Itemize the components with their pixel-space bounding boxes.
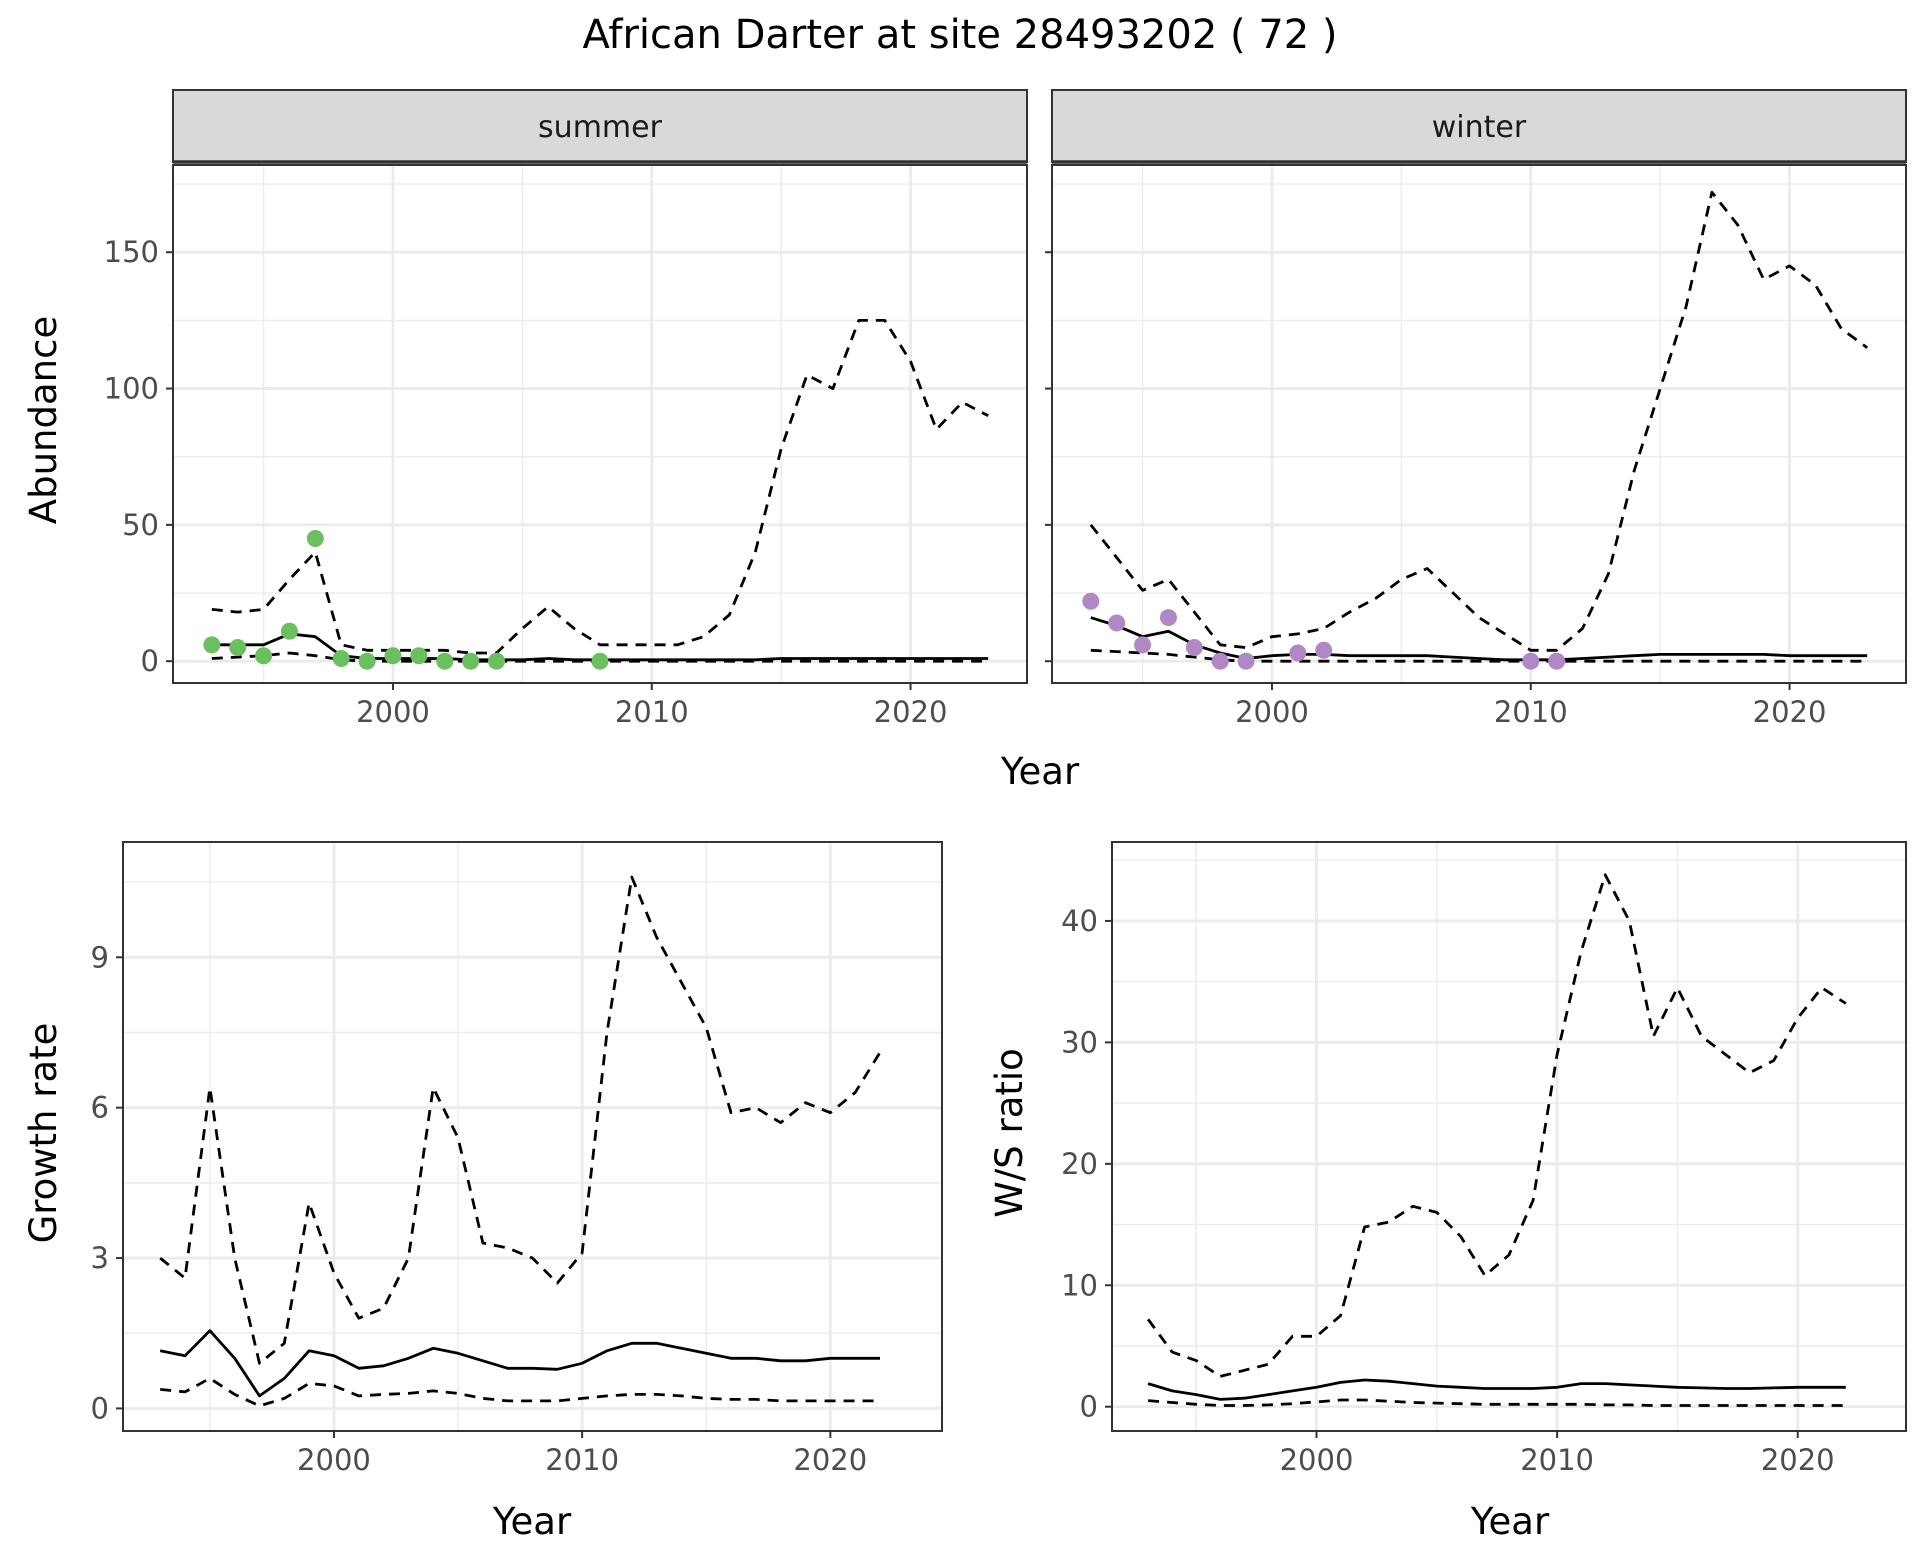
data-point	[1548, 652, 1566, 670]
data-point	[280, 622, 298, 640]
panel-border	[122, 841, 943, 1432]
data-point	[1315, 641, 1333, 659]
data-point	[591, 652, 609, 670]
plot-area	[173, 165, 1027, 683]
panel-border	[172, 164, 1028, 684]
data-point	[332, 649, 350, 667]
growth-ylabel: Growth rate	[22, 1023, 65, 1244]
x-tick-label: 2010	[615, 695, 689, 729]
x-tick-label: 2020	[1761, 1443, 1835, 1477]
data-point	[410, 647, 428, 665]
series-line-lower	[1090, 648, 1868, 663]
series-group	[1146, 873, 1847, 1407]
x-tick-label: 2000	[1235, 695, 1309, 729]
y-tick-label: 50	[122, 508, 159, 542]
x-tick-label: 2000	[297, 1443, 371, 1477]
y-tick-label: 0	[1080, 1390, 1098, 1424]
x-tick-label: 2010	[1494, 695, 1568, 729]
data-point	[1237, 652, 1255, 670]
data-point	[1211, 652, 1229, 670]
plot-area	[123, 842, 942, 1431]
y-tick-label: 20	[1061, 1147, 1098, 1181]
panel-growth-rate: 2000 2010 2020 0 3 6 9	[91, 841, 943, 1477]
data-point	[1159, 609, 1177, 627]
facet-shared-xlabel: Year	[1000, 750, 1080, 793]
series-line-upper	[1146, 873, 1847, 1378]
x-tick-label: 2020	[1753, 695, 1827, 729]
data-point	[1108, 614, 1126, 632]
data-point	[203, 636, 221, 654]
x-tick-label: 2000	[356, 695, 430, 729]
data-point	[1522, 652, 1540, 670]
series-line-upper	[211, 318, 989, 655]
facet-strip-label: summer	[538, 110, 663, 145]
y-tick-label: 100	[104, 372, 159, 406]
data-point	[1185, 639, 1203, 657]
x-tick-label: 2000	[1280, 1443, 1354, 1477]
ws-xlabel: Year	[1470, 1500, 1550, 1543]
panel-winter: 2000 2010 2020 winter	[1045, 89, 1907, 729]
plot-area	[1052, 165, 1906, 683]
y-tick-label: 0	[141, 644, 159, 678]
x-tick-label: 2020	[793, 1443, 867, 1477]
facet-shared-ylabel: Abundance	[22, 316, 65, 524]
series-line-median	[159, 1329, 880, 1398]
series-line-median	[1147, 1378, 1846, 1401]
x-tick-label: 2010	[545, 1443, 619, 1477]
panel-border	[1051, 164, 1907, 684]
panel-border	[1111, 841, 1907, 1432]
facet-strip-label: winter	[1432, 110, 1527, 145]
y-tick-label: 3	[91, 1241, 109, 1275]
y-tick-label: 40	[1061, 904, 1098, 938]
series-group	[159, 875, 882, 1408]
y-tick-label: 6	[91, 1091, 109, 1125]
panel-summer: 2000 2010 2020 0 50 100 150 summer	[104, 89, 1028, 729]
data-point	[358, 652, 376, 670]
data-point	[1134, 636, 1152, 654]
series-line-upper	[1089, 190, 1869, 652]
data-point	[255, 647, 273, 665]
growth-xlabel: Year	[492, 1500, 572, 1543]
panel-ws-ratio: 2000 2010 2020 0 10 20 30 40	[1061, 841, 1907, 1477]
data-point	[1289, 644, 1307, 662]
x-tick-label: 2010	[1520, 1443, 1594, 1477]
x-tick-label: 2020	[874, 695, 948, 729]
series-line-upper	[159, 875, 882, 1365]
data-point	[1082, 592, 1100, 610]
series-line-lower	[1147, 1398, 1846, 1407]
facet-strip	[1051, 89, 1907, 163]
y-tick-label: 30	[1061, 1025, 1098, 1059]
figure-title: African Darter at site 28493202 ( 72 )	[582, 12, 1337, 58]
data-point	[384, 647, 402, 665]
data-point	[229, 639, 247, 657]
y-tick-label: 9	[91, 940, 109, 974]
y-tick-label: 150	[104, 235, 159, 269]
data-point	[306, 530, 324, 548]
data-point	[436, 652, 454, 670]
y-tick-label: 0	[91, 1391, 109, 1425]
ws-ylabel: W/S ratio	[988, 1048, 1031, 1218]
y-tick-label: 10	[1061, 1268, 1098, 1302]
data-point	[487, 652, 505, 670]
plot-area	[1112, 842, 1906, 1431]
data-point	[462, 652, 480, 670]
